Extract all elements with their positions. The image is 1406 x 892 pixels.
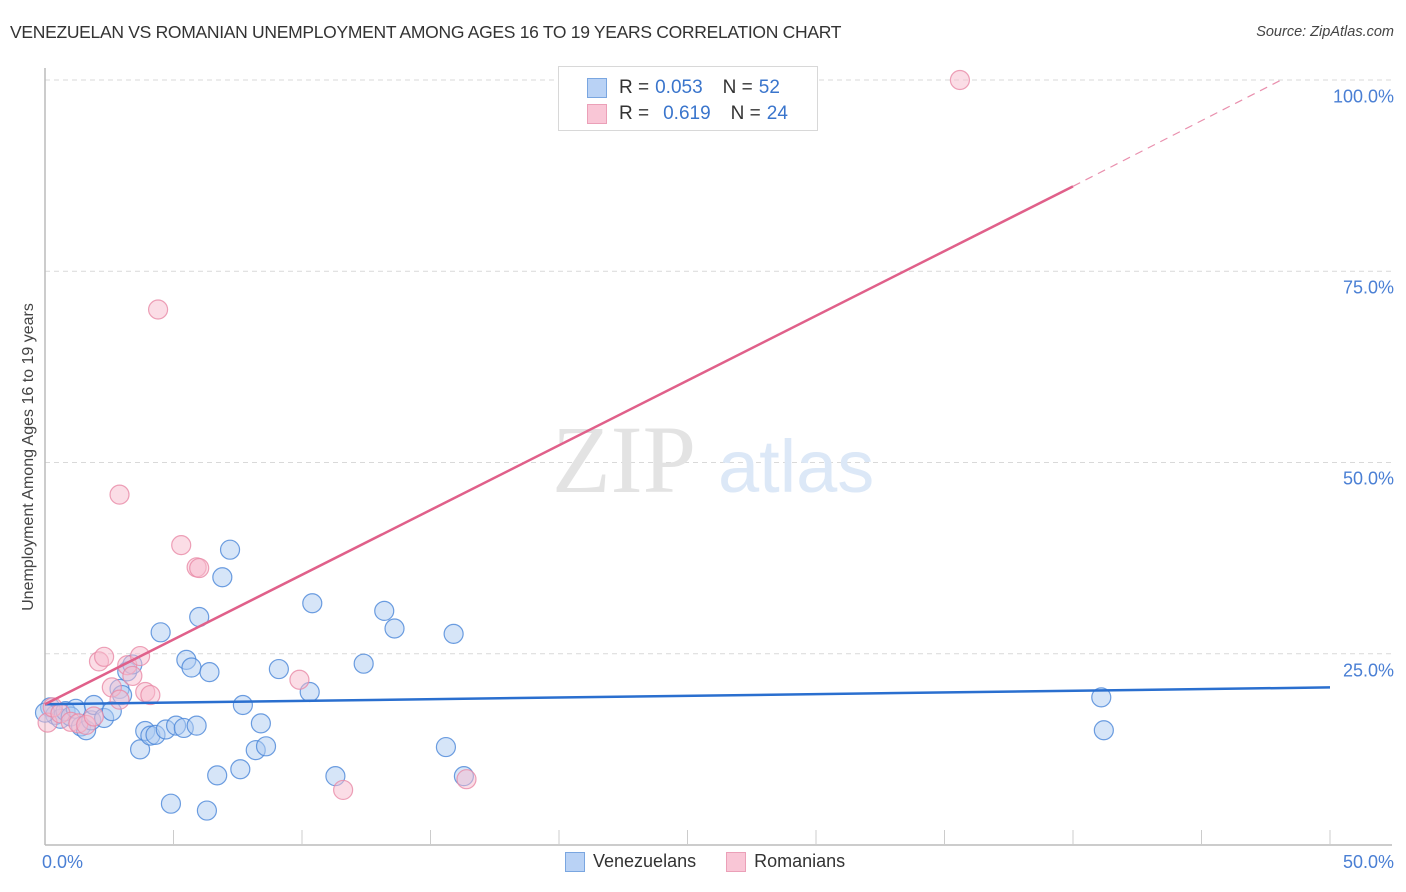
- romanians-swatch-icon: [726, 851, 747, 872]
- svg-text:atlas: atlas: [718, 425, 874, 508]
- n-value: 24: [766, 103, 788, 124]
- legend-label-venezuelans: Venezuelans: [593, 851, 697, 871]
- n-label: N =: [722, 77, 753, 98]
- n-label: N =: [730, 103, 761, 124]
- legend-row-romanians: R = 0.619 N = 24: [587, 102, 788, 126]
- legend-item-venezuelans[interactable]: Venezuelans: [565, 851, 696, 872]
- zipatlas-watermark: ZIP atlas: [552, 406, 874, 513]
- r-value: 0.053: [655, 77, 703, 98]
- venezuelans-swatch-icon: [587, 78, 607, 98]
- x-tick-0: 0.0%: [42, 852, 84, 872]
- venezuelans-points: [34, 539, 1114, 821]
- y-tick-25: 25.0%: [1342, 660, 1394, 681]
- n-value: 52: [758, 77, 780, 98]
- venezuelans-swatch-icon: [565, 851, 585, 872]
- y-tick-100: 100.0%: [1332, 86, 1394, 107]
- r-value: 0.619: [663, 103, 711, 124]
- y-tick-75: 75.0%: [1342, 277, 1394, 298]
- legend-label-romanians: Romanians: [754, 851, 846, 871]
- series-legend: Venezuelans Romanians: [565, 851, 875, 872]
- chart-title: VENEZUELAN VS ROMANIAN UNEMPLOYMENT AMON…: [10, 22, 842, 42]
- romanians-swatch-icon: [587, 104, 607, 124]
- gridlines: [45, 79, 1392, 655]
- svg-text:ZIP: ZIP: [552, 406, 696, 513]
- r-label: R =: [619, 77, 650, 98]
- source-label: Source: ZipAtlas.com: [1256, 24, 1394, 40]
- legend-row-venezuelans: R = 0.053 N = 52: [587, 76, 780, 100]
- legend-item-romanians[interactable]: Romanians: [726, 851, 845, 872]
- x-tick-50: 50.0%: [1342, 852, 1394, 872]
- stats-legend: R = 0.053 N = 52 R = 0.619 N = 24: [558, 66, 818, 131]
- r-label: R =: [619, 103, 650, 124]
- y-tick-50: 50.0%: [1342, 468, 1394, 489]
- trendlines: [44, 79, 1331, 706]
